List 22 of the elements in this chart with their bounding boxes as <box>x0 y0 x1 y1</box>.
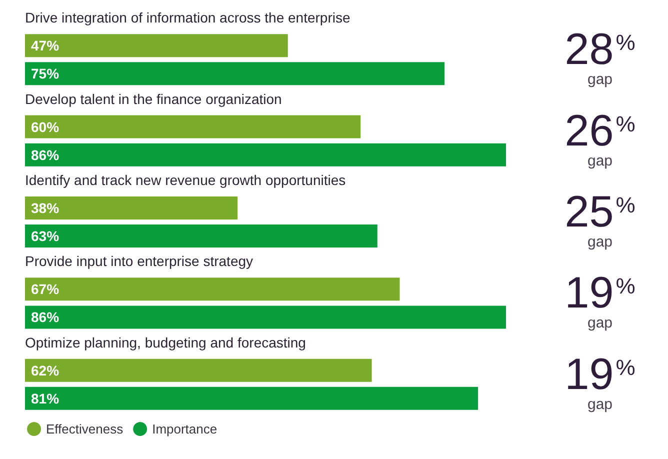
data-label: 38% <box>31 200 60 216</box>
y-tick-label: Develop talent in the finance organization <box>25 90 282 107</box>
data-label: 86% <box>31 146 60 163</box>
data-label: 63% <box>31 228 60 244</box>
y-tick-label: Drive integration of information across the enterprise <box>25 10 350 26</box>
data-label: 67% <box>31 281 60 298</box>
y-tick-label: Provide input into enterprise strategy <box>25 253 254 270</box>
data-label: 60% <box>31 118 60 135</box>
text: 19% gap <box>564 268 636 332</box>
text: 25% gap <box>564 188 636 250</box>
data-label: 75% <box>31 66 60 82</box>
data-label: 62% <box>31 362 60 378</box>
legend-label: Effectiveness <box>46 422 124 436</box>
data-label: 86% <box>31 309 60 326</box>
legend-label: Importance <box>152 422 218 436</box>
y-tick-label: Identify and track new revenue growth opportunities <box>25 172 346 188</box>
text: 28% gap <box>564 25 636 88</box>
text: 19% gap <box>564 350 636 413</box>
text: 26% gap <box>564 106 636 170</box>
y-tick-label: Optimize planning, budgeting and forecasting <box>25 334 306 350</box>
data-label: 81% <box>31 390 60 406</box>
data-label: 47% <box>31 38 60 54</box>
